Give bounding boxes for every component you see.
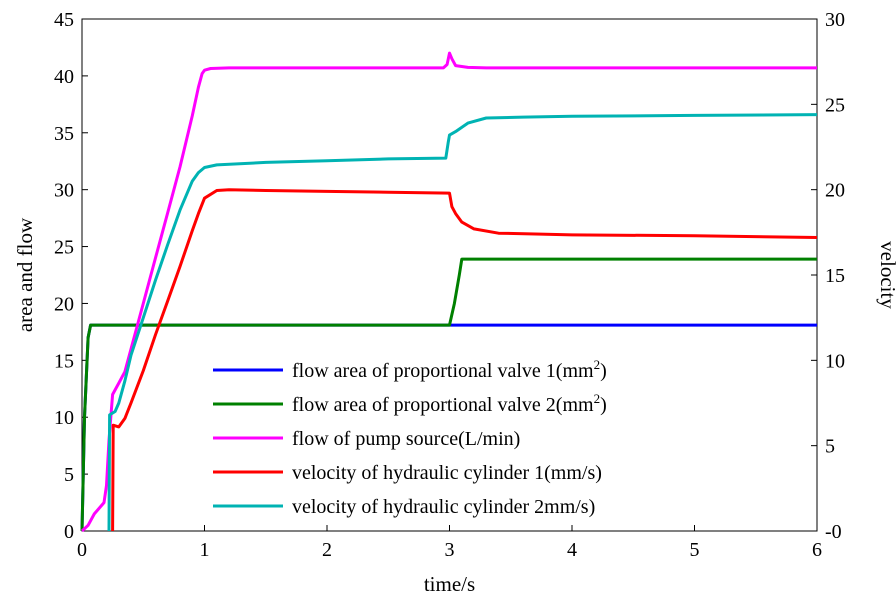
legend-label-tail: )	[600, 360, 607, 382]
legend-label-1: flow area of proportional valve 1(mm2)	[292, 357, 607, 382]
series-line-4	[111, 188, 818, 532]
legend-label-superscript: 2	[594, 357, 601, 372]
series-lines	[80, 51, 818, 533]
legend-label-tail: )	[600, 394, 607, 416]
right-tick-label: 30	[825, 9, 845, 31]
left-axis-ticks: 0 5 10 15 20 25 30 35 40 45	[54, 9, 88, 543]
x-tick-label: 5	[690, 539, 700, 561]
x-tick-label: 6	[812, 539, 822, 561]
x-axis-label: time/s	[424, 572, 475, 596]
left-tick-label: 10	[54, 407, 74, 429]
left-tick-label: 5	[64, 464, 74, 486]
right-axis-ticks: -0 5 10 15 20 25 30	[811, 9, 845, 543]
legend-label-text: flow area of proportional valve 2(mm	[292, 394, 594, 416]
series-line-2	[80, 257, 817, 532]
right-tick-label: 20	[825, 180, 845, 202]
series-line-5	[107, 113, 818, 532]
legend-label-2: flow area of proportional valve 2(mm2)	[292, 391, 607, 416]
right-tick-label: 10	[825, 350, 845, 372]
left-tick-label: 30	[54, 180, 74, 202]
legend-label-text: flow area of proportional valve 1(mm	[292, 360, 594, 382]
legend-label-4: velocity of hydraulic cylinder 1(mm/s)	[292, 462, 602, 484]
left-tick-label: 45	[54, 9, 74, 31]
left-tick-label: 0	[64, 521, 74, 543]
legend: flow area of proportional valve 1(mm2)fl…	[213, 357, 607, 518]
legend-label-text: velocity of hydraulic cylinder 2mm/s)	[292, 496, 595, 518]
x-tick-label: 0	[77, 539, 87, 561]
x-tick-label: 1	[200, 539, 210, 561]
left-tick-label: 25	[54, 237, 74, 259]
right-tick-label: 25	[825, 94, 845, 116]
legend-label-5: velocity of hydraulic cylinder 2mm/s)	[292, 496, 595, 518]
left-tick-label: 20	[54, 293, 74, 315]
right-tick-label: 5	[825, 436, 835, 458]
plot-frame	[81, 18, 818, 532]
left-axis-label: area and flow	[13, 217, 37, 332]
x-tick-label: 3	[445, 539, 455, 561]
x-tick-label: 4	[567, 539, 577, 561]
legend-label-text: flow of pump source(L/min)	[292, 428, 520, 450]
right-tick-label: -0	[825, 521, 842, 543]
legend-label-3: flow of pump source(L/min)	[292, 428, 520, 450]
series-line-3	[80, 51, 817, 533]
legend-label-superscript: 2	[594, 391, 601, 406]
left-tick-label: 15	[54, 350, 74, 372]
left-tick-label: 40	[54, 66, 74, 88]
left-tick-label: 35	[54, 123, 74, 145]
x-tick-label: 2	[322, 539, 332, 561]
right-tick-label: 15	[825, 265, 845, 287]
right-axis-label: velocity	[876, 241, 896, 309]
legend-label-text: velocity of hydraulic cylinder 1(mm/s)	[292, 462, 602, 484]
x-axis-ticks: 0 1 2 3 4 5 6	[77, 525, 822, 561]
